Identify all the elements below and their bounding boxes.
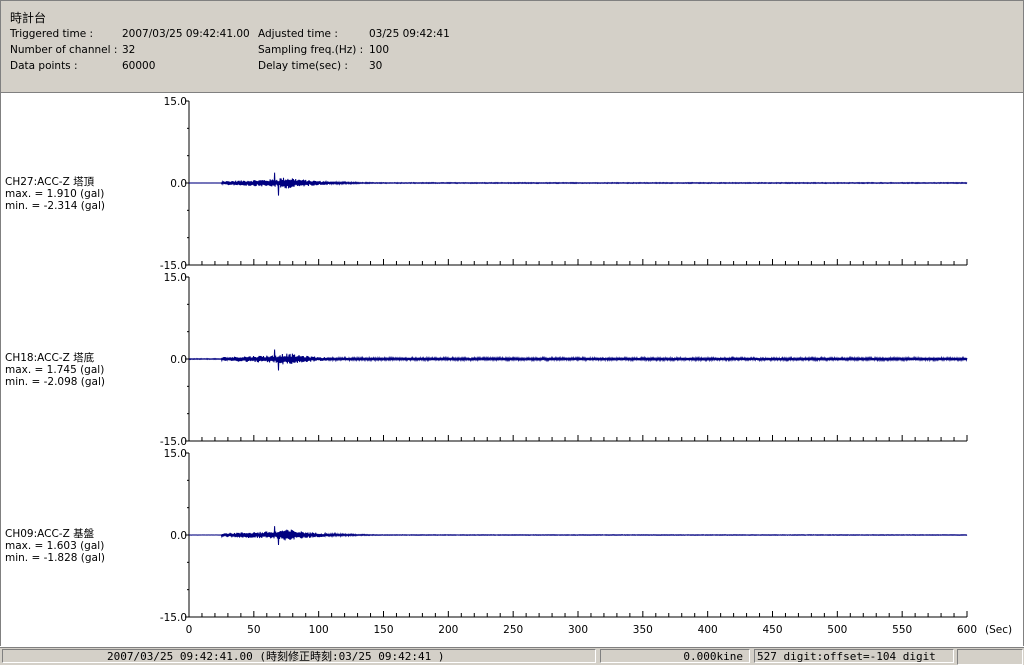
channel-1-name: CH27:ACC-Z 塔頂 <box>5 176 95 188</box>
x-tick-label-6: 300 <box>568 624 588 636</box>
channel-count-value: 32 <box>122 44 136 56</box>
status-kine: 0.000kine <box>600 649 750 663</box>
y-tick-label-3-1: 0.0 <box>170 530 187 542</box>
data-points-label: Data points : <box>10 60 78 72</box>
y-tick-label-1-1: 0.0 <box>170 178 187 190</box>
waveform-1 <box>188 172 968 196</box>
channel-3-info: CH09:ACC-Z 基盤 max. = 1.603 (gal) min. = … <box>5 528 105 564</box>
x-tick-label-3: 150 <box>373 624 393 636</box>
status-empty-panel <box>957 649 1023 665</box>
adjusted-time-value: 03/25 09:42:41 <box>369 28 450 40</box>
channel-3-min: min. = -1.828 (gal) <box>5 552 106 564</box>
site-title: 時計台 <box>10 11 47 25</box>
channel-count-label: Number of channel : <box>10 44 118 56</box>
sampling-freq-value: 100 <box>369 44 390 56</box>
sampling-freq-label: Sampling freq.(Hz) : <box>258 44 364 56</box>
status-bar: 2007/03/25 09:42:41.00 (時刻修正時刻:03/25 09:… <box>0 647 1024 665</box>
x-tick-label-5: 250 <box>503 624 523 636</box>
triggered-time-label: Triggered time : <box>10 28 94 40</box>
y-tick-label-2-0: 15.0 <box>164 272 187 284</box>
x-tick-label-1: 50 <box>247 624 260 636</box>
triggered-time-value: 2007/03/25 09:42:41.00 <box>122 28 250 40</box>
channel-3-name: CH09:ACC-Z 基盤 <box>5 528 95 540</box>
y-tick-label-3-0: 15.0 <box>164 448 187 460</box>
x-tick-label-8: 400 <box>698 624 718 636</box>
channel-1-info: CH27:ACC-Z 塔頂 max. = 1.910 (gal) min. = … <box>5 176 105 212</box>
y-tick-label-2-2: -15.0 <box>160 436 187 448</box>
waveform-3 <box>188 526 968 546</box>
x-tick-label-7: 350 <box>633 624 653 636</box>
channel-1-max: max. = 1.910 (gal) <box>5 188 105 200</box>
status-time: 2007/03/25 09:42:41.00 (時刻修正時刻:03/25 09:… <box>2 649 596 663</box>
channel-3-max: max. = 1.603 (gal) <box>5 540 105 552</box>
data-points-value: 60000 <box>122 60 156 72</box>
x-tick-label-4: 200 <box>438 624 458 636</box>
y-tick-label-3-2: -15.0 <box>160 612 187 624</box>
x-tick-label-9: 450 <box>762 624 782 636</box>
channel-2-min: min. = -2.098 (gal) <box>5 376 106 388</box>
channel-2-name: CH18:ACC-Z 塔底 <box>5 352 95 364</box>
y-tick-label-1-2: -15.0 <box>160 260 187 272</box>
delay-time-label: Delay time(sec) : <box>258 60 348 72</box>
x-tick-label-2: 100 <box>309 624 329 636</box>
channel-2-info: CH18:ACC-Z 塔底 max. = 1.745 (gal) min. = … <box>5 352 105 388</box>
y-tick-label-1-0: 15.0 <box>164 96 187 108</box>
x-unit-label: (Sec) <box>985 624 1012 636</box>
waveform-chart: 15.00.0-15.015.00.0-15.015.00.0-15.00 50 1… <box>160 96 1012 636</box>
status-digit: 527 digit:offset=-104 digit <box>754 649 954 663</box>
x-tick-label-0: 0 <box>186 624 193 636</box>
x-tick-label-10: 500 <box>827 624 847 636</box>
x-tick-label-12: 600 <box>957 624 977 636</box>
channel-1-min: min. = -2.314 (gal) <box>5 200 106 212</box>
x-tick-label-11: 550 <box>892 624 912 636</box>
info-header: 時計台 Triggered time : 2007/03/25 09:42:41… <box>0 0 1024 93</box>
channel-2-max: max. = 1.745 (gal) <box>5 364 105 376</box>
y-tick-label-2-1: 0.0 <box>170 354 187 366</box>
delay-time-value: 30 <box>369 60 383 72</box>
waveform-2 <box>188 349 968 371</box>
waveform-panel: CH27:ACC-Z 塔頂 max. = 1.910 (gal) min. = … <box>0 93 1024 646</box>
adjusted-time-label: Adjusted time : <box>258 28 338 40</box>
